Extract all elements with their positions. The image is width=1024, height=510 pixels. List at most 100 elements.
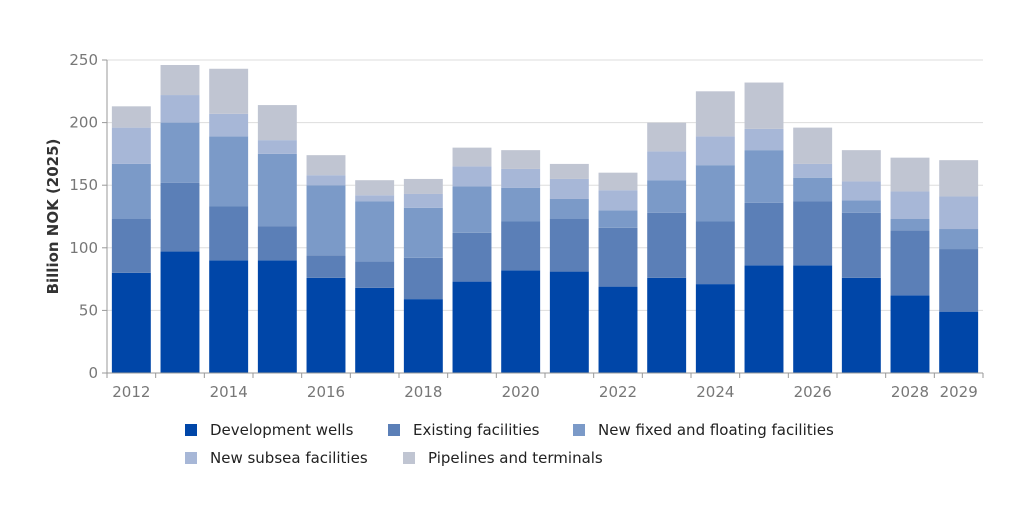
x-tick-label: 2022 xyxy=(599,383,637,401)
bar-segment-existing-facilities xyxy=(890,230,930,296)
bar-segment-development-wells xyxy=(939,311,979,373)
bar-segment-development-wells xyxy=(501,270,541,373)
bar-segment-pipelines-and-terminals xyxy=(598,172,638,191)
bar-segment-pipelines-and-terminals xyxy=(549,163,589,179)
y-tick-label: 0 xyxy=(88,364,98,382)
legend-swatch xyxy=(185,424,197,436)
bar-segment-new-fixed-and-floating-facilities xyxy=(209,136,249,207)
bar-segment-development-wells xyxy=(452,281,492,373)
bar-segment-existing-facilities xyxy=(598,227,638,287)
bar-segment-new-subsea-facilities xyxy=(841,181,881,201)
bar-segment-new-subsea-facilities xyxy=(209,113,249,137)
bars-layer xyxy=(111,65,979,373)
bar-segment-existing-facilities xyxy=(695,221,735,285)
bar-segment-existing-facilities xyxy=(647,212,687,278)
x-tick-label: 2012 xyxy=(112,383,150,401)
bar-segment-new-fixed-and-floating-facilities xyxy=(695,165,735,222)
legend-label: New subsea facilities xyxy=(210,449,368,467)
bar-segment-new-subsea-facilities xyxy=(598,190,638,211)
y-tick-label: 250 xyxy=(69,51,98,69)
bar-segment-new-fixed-and-floating-facilities xyxy=(306,185,346,256)
bar-segment-pipelines-and-terminals xyxy=(209,68,249,114)
bar-segment-pipelines-and-terminals xyxy=(306,155,346,176)
bar-segment-new-subsea-facilities xyxy=(744,128,784,151)
legend-label: Existing facilities xyxy=(413,421,540,439)
bar-segment-new-subsea-facilities xyxy=(695,136,735,166)
bar-segment-pipelines-and-terminals xyxy=(111,106,151,128)
bar-segment-pipelines-and-terminals xyxy=(793,127,833,164)
bar-segment-development-wells xyxy=(793,265,833,373)
bar-segment-pipelines-and-terminals xyxy=(452,147,492,167)
bar-segment-development-wells xyxy=(890,295,930,373)
bar-segment-new-fixed-and-floating-facilities xyxy=(257,153,297,227)
bar-segment-new-fixed-and-floating-facilities xyxy=(501,187,541,222)
bar-segment-new-fixed-and-floating-facilities xyxy=(355,201,395,262)
bar-segment-development-wells xyxy=(209,260,249,373)
bar-segment-development-wells xyxy=(598,286,638,373)
bar-segment-pipelines-and-terminals xyxy=(355,180,395,196)
bar-segment-existing-facilities xyxy=(501,221,541,271)
bar-segment-new-subsea-facilities xyxy=(452,166,492,187)
bar-segment-existing-facilities xyxy=(403,257,443,300)
y-axis-label: Billion NOK (2025) xyxy=(44,139,62,295)
bar-segment-pipelines-and-terminals xyxy=(695,91,735,137)
bar-segment-development-wells xyxy=(306,277,346,373)
bar-segment-new-fixed-and-floating-facilities xyxy=(403,207,443,258)
bar-segment-development-wells xyxy=(647,277,687,373)
bar-segment-development-wells xyxy=(160,251,200,373)
bar-segment-new-subsea-facilities xyxy=(111,127,151,164)
bar-segment-development-wells xyxy=(695,284,735,373)
bar-segment-new-subsea-facilities xyxy=(306,175,346,186)
bar-segment-new-fixed-and-floating-facilities xyxy=(598,210,638,228)
bar-segment-new-fixed-and-floating-facilities xyxy=(111,163,151,220)
x-tick-label: 2014 xyxy=(210,383,248,401)
bar-segment-existing-facilities xyxy=(209,206,249,261)
bar-segment-existing-facilities xyxy=(111,219,151,273)
bar-segment-new-subsea-facilities xyxy=(890,191,930,220)
axis-layer: 0 50 100 150 200 250 2012 2014 2016 2018 2020 2022 2… xyxy=(69,51,984,401)
bar-segment-new-fixed-and-floating-facilities xyxy=(841,200,881,213)
bar-segment-new-subsea-facilities xyxy=(403,193,443,208)
bar-segment-existing-facilities xyxy=(841,212,881,278)
bar-segment-development-wells xyxy=(257,260,297,373)
bar-segment-existing-facilities xyxy=(939,249,979,312)
bar-segment-existing-facilities xyxy=(452,232,492,282)
legend-swatch xyxy=(573,424,585,436)
bar-segment-new-subsea-facilities xyxy=(549,178,589,199)
y-tick-label: 100 xyxy=(69,239,98,257)
bar-segment-pipelines-and-terminals xyxy=(939,160,979,197)
x-tick-label: 2016 xyxy=(307,383,345,401)
x-tick-label: 2028 xyxy=(891,383,929,401)
bar-segment-development-wells xyxy=(744,265,784,373)
bar-segment-existing-facilities xyxy=(160,182,200,252)
bar-segment-new-fixed-and-floating-facilities xyxy=(890,219,930,231)
bar-segment-pipelines-and-terminals xyxy=(890,157,930,192)
legend-swatch xyxy=(403,452,415,464)
y-tick-label: 200 xyxy=(69,114,98,132)
bar-segment-new-fixed-and-floating-facilities xyxy=(744,150,784,203)
bar-segment-pipelines-and-terminals xyxy=(501,150,541,169)
bar-segment-new-subsea-facilities xyxy=(355,195,395,202)
bar-segment-pipelines-and-terminals xyxy=(647,122,687,152)
bar-segment-development-wells xyxy=(355,287,395,373)
bar-segment-new-subsea-facilities xyxy=(647,151,687,181)
x-tick-label: 2024 xyxy=(696,383,734,401)
legend-swatch xyxy=(185,452,197,464)
bar-segment-pipelines-and-terminals xyxy=(257,105,297,141)
bar-segment-new-subsea-facilities xyxy=(939,196,979,230)
bar-segment-new-subsea-facilities xyxy=(160,95,200,123)
bar-segment-existing-facilities xyxy=(257,226,297,261)
legend-label: Pipelines and terminals xyxy=(428,449,603,467)
bar-segment-existing-facilities xyxy=(549,219,589,272)
x-tick-label: 2029 xyxy=(940,383,978,401)
bar-segment-new-fixed-and-floating-facilities xyxy=(549,198,589,220)
bar-segment-existing-facilities xyxy=(306,255,346,278)
y-tick-label: 50 xyxy=(79,301,98,319)
bar-segment-new-subsea-facilities xyxy=(501,168,541,188)
bar-segment-new-fixed-and-floating-facilities xyxy=(793,177,833,202)
bar-segment-development-wells xyxy=(111,272,151,373)
bar-segment-pipelines-and-terminals xyxy=(744,82,784,129)
legend-swatch xyxy=(388,424,400,436)
bar-segment-development-wells xyxy=(841,277,881,373)
